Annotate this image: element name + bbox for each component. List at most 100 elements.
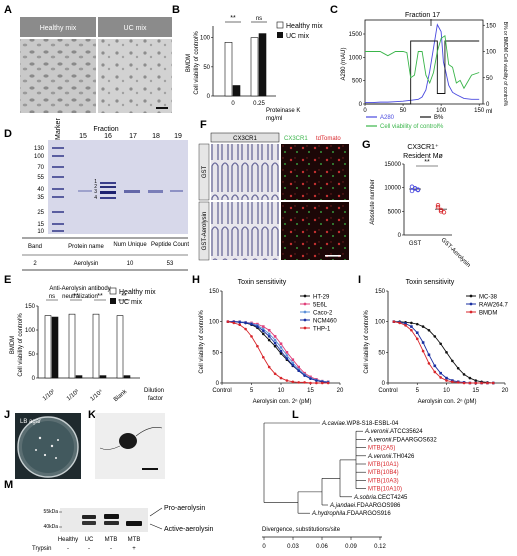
m-lane-mtb-2: MTB bbox=[128, 537, 141, 543]
l-taxon-strain-8: MTB(10A10) bbox=[368, 487, 402, 493]
d-lane-label-1: 15 bbox=[79, 133, 87, 140]
panel-j: LB agar bbox=[15, 413, 81, 479]
i-point-2-16 bbox=[486, 381, 489, 385]
h-point-1-6 bbox=[262, 325, 265, 328]
h-point-2-10 bbox=[285, 354, 289, 357]
e-bars bbox=[44, 313, 131, 379]
e-xtick-3: Blank bbox=[113, 388, 129, 403]
d-sample-band-7 bbox=[78, 190, 92, 192]
c-annotation: Fraction 17 bbox=[405, 12, 440, 19]
panel-l: A.caviae.WP8-S18-ESBL-04A.veronii.ATCC35… bbox=[262, 421, 437, 550]
l-taxon-strain-11: .FDAARGOS916 bbox=[345, 511, 391, 517]
l-taxon-species-2: A.veronii bbox=[367, 437, 392, 443]
d-marker-band-4 bbox=[52, 188, 64, 190]
g-sig: ** bbox=[424, 159, 430, 166]
l-taxon-strain-7: MTB(10A3) bbox=[368, 478, 399, 484]
h-curves bbox=[226, 320, 330, 385]
e-sig-0: ns bbox=[49, 294, 55, 300]
d-mw-label-4: 40 bbox=[37, 187, 44, 193]
b-sig-1: ns bbox=[256, 16, 262, 22]
g-ytick-label: 15000 bbox=[384, 162, 401, 168]
l-ticks: 0 0.03 0.06 0.09 0.12 bbox=[262, 537, 386, 550]
b-ytick-label: 0 bbox=[207, 94, 211, 100]
l-tick-label-4: 0.12 bbox=[374, 544, 386, 550]
d-marker-band-5 bbox=[52, 196, 64, 198]
i-point-0-3 bbox=[410, 321, 413, 325]
i-point-2-5 bbox=[421, 349, 425, 353]
g-point-0-5 bbox=[415, 187, 421, 192]
e-ytick-label: 150 bbox=[25, 304, 36, 310]
i-point-1-6 bbox=[427, 353, 431, 357]
d-band-mark-2: 3 bbox=[94, 189, 97, 195]
l-taxon-species-1: A.veronii bbox=[364, 429, 389, 435]
g-title-2: Resident Mø bbox=[403, 153, 443, 160]
i-ytick-label: 150 bbox=[375, 289, 386, 295]
h-xtick-label: Control bbox=[212, 388, 231, 394]
l-taxon-species-10: A.jandaei bbox=[329, 503, 356, 509]
b-bars bbox=[224, 33, 267, 97]
g-xtick-aer: GST-Aerolysin bbox=[440, 237, 472, 269]
i-legend-label-1: RAW264.7 bbox=[479, 303, 508, 309]
i-xtick-label: Control bbox=[378, 388, 397, 394]
f-scale-bar bbox=[325, 255, 341, 257]
h-title: Toxin sensitivity bbox=[238, 279, 287, 286]
l-taxon-10: A.jandaei.FDAARGOS986 bbox=[329, 503, 401, 509]
h-ylabel: Cell viability of control% bbox=[199, 310, 205, 374]
e-legend-healthy: Healthy mix bbox=[119, 289, 156, 296]
d-marker-band-1 bbox=[52, 155, 64, 157]
f-img-aer-merge bbox=[281, 202, 349, 260]
m-arrow-pro-label: Pro-aerolysin bbox=[164, 505, 205, 512]
m-trypsin-2: - bbox=[110, 546, 112, 552]
m-band-uc-active bbox=[82, 521, 96, 525]
h-point-3-12 bbox=[297, 369, 301, 373]
c-legend-a280: A280 bbox=[380, 115, 395, 121]
e-bar-uc-2 bbox=[99, 375, 107, 379]
c-series-line-0 bbox=[365, 23, 480, 104]
c-ytick-left-label: 1500 bbox=[349, 32, 363, 38]
micrograph-healthy bbox=[20, 39, 96, 113]
c-ytick-left-label: 500 bbox=[352, 79, 363, 85]
i-point-0-13 bbox=[468, 376, 472, 380]
label-bar-healthy bbox=[20, 17, 96, 37]
h-point-4-7 bbox=[267, 365, 271, 369]
e-xtick-1: 1/10³ bbox=[66, 389, 80, 402]
h-point-4-1 bbox=[232, 321, 236, 325]
i-point-2-4 bbox=[415, 337, 419, 341]
m-trypsin-0: - bbox=[67, 546, 69, 552]
e-xlabel-1: Dilution bbox=[144, 388, 164, 394]
panel-label-d: D bbox=[4, 128, 12, 140]
e-ytick-label: 100 bbox=[25, 328, 36, 334]
l-tick-label-2: 0.06 bbox=[316, 544, 328, 550]
e-ytick-label: 0 bbox=[32, 376, 36, 382]
panel-c: A280 (mAU) B% or BMDM Cell viability of … bbox=[341, 12, 508, 130]
d-marker-band-7 bbox=[52, 223, 64, 225]
d-sample-band-0 bbox=[100, 182, 116, 184]
h-point-0-8 bbox=[273, 344, 277, 348]
h-ytick-label: 100 bbox=[209, 320, 220, 326]
m-arrow-pro bbox=[149, 507, 163, 517]
h-point-3-6 bbox=[262, 329, 265, 333]
e-xticks: 1/10² 1/10³ 1/10⁴ Blank bbox=[42, 388, 129, 403]
g-point-1-3 bbox=[435, 204, 441, 210]
i-ticks: 0 50 100 150 Control 5 10 15 20 bbox=[375, 289, 509, 394]
m-band-uc-pro bbox=[82, 515, 96, 519]
e-sig-3: ** bbox=[121, 293, 127, 300]
h-point-2-6 bbox=[262, 327, 265, 331]
i-curve-2 bbox=[393, 321, 494, 384]
l-taxon-strain-2: .FDAARGOS632 bbox=[391, 437, 437, 443]
m-blot bbox=[60, 508, 148, 532]
h-point-4-17 bbox=[326, 381, 330, 385]
d-mw-label-3: 55 bbox=[37, 175, 44, 181]
m-mw-40: 40kDa bbox=[44, 524, 59, 530]
panel-label-k: K bbox=[88, 409, 96, 421]
d-mw-label-2: 70 bbox=[37, 165, 44, 171]
h-xlabel: Aerolysin con. 2ⁿ (pM) bbox=[253, 398, 312, 405]
h-point-0-7 bbox=[267, 338, 271, 342]
h-ytick-label: 150 bbox=[209, 289, 220, 295]
e-legend-swatch-healthy bbox=[109, 287, 117, 295]
k-scale-bar bbox=[142, 468, 158, 470]
h-point-4-3 bbox=[244, 327, 247, 331]
l-taxon-6: MTB(10B4) bbox=[368, 470, 399, 476]
m-band-mtb-pro bbox=[104, 514, 119, 519]
